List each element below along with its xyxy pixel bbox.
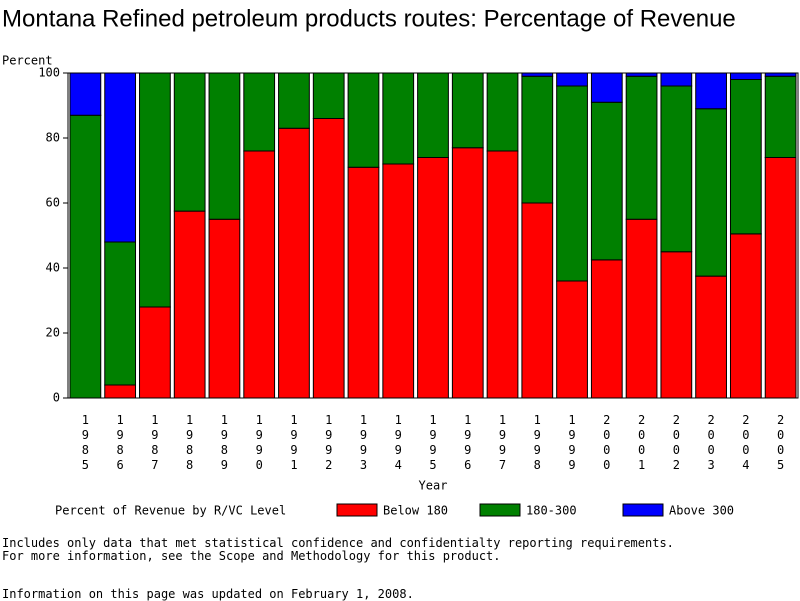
bar-segment [417,157,449,399]
x-tick-label: 1986 [113,413,127,473]
y-axis-label: Percent [2,54,53,68]
legend-label: 180-300 [526,504,577,518]
footnote: Includes only data that met statistical … [2,536,674,550]
x-tick-label: 2000 [600,413,614,473]
legend-swatch [622,503,664,517]
bar-segment [729,79,762,235]
bar-segment [417,72,449,158]
x-tick-label: 2004 [739,413,753,473]
bar-segment [104,72,137,243]
bar-segment [521,202,554,399]
x-tick-label: 1996 [461,413,475,473]
legend-label: Below 180 [383,504,448,518]
x-tick-label: 1987 [148,413,162,473]
bar-segment [208,72,241,220]
y-tick-label: 20 [46,326,60,340]
legend-swatch [336,503,378,517]
bar-segment [660,72,693,87]
chart-title: Montana Refined petroleum products route… [2,5,736,32]
bar-segment [347,166,380,399]
bar-segment [625,75,658,220]
bar-segment [695,275,727,399]
bar-segment [312,118,345,399]
x-tick-label: 2003 [704,413,718,473]
bar-segment [660,251,693,399]
bar-segment [521,75,554,204]
y-tick-label: 0 [53,391,60,405]
footnote: For more information, see the Scope and … [2,549,501,563]
legend-label: Above 300 [669,504,734,518]
x-tick-label: 1991 [287,413,301,473]
bar-segment [695,72,727,110]
bar-segment [69,114,102,399]
bar-segment [278,127,310,399]
x-axis-label: Year [419,479,448,493]
bar-segment [69,72,102,116]
bar-segment [556,280,588,399]
plot-frame [67,72,799,399]
bar-segment [173,72,206,212]
bar-segment [382,163,415,399]
bar-segment [451,147,484,399]
x-tick-label: 1994 [391,413,405,473]
bar-segment [590,101,623,261]
bar-segment [139,306,171,399]
bar-segment [278,72,310,129]
x-tick-label: 1998 [530,413,544,473]
bar-segment [382,72,415,165]
bar-segment [764,75,797,158]
bar-segment [139,72,171,308]
bar-segment [590,72,623,103]
x-tick-label: 1985 [78,413,92,473]
bar-segment [695,108,727,277]
bar-segment [243,72,276,152]
bar-segment [590,259,623,399]
legend-swatch [479,503,521,517]
x-tick-label: 1997 [496,413,510,473]
y-tick-label: 60 [46,196,60,210]
bar-segment [556,85,588,282]
bar-segment [347,72,380,168]
bar-segment [625,218,658,399]
x-tick-label: 1995 [426,413,440,473]
bar-segment [764,157,797,399]
bar-segment [104,384,137,399]
x-tick-label: 1989 [217,413,231,473]
legend-title: Percent of Revenue by R/VC Level [55,504,286,518]
bar-segment [729,72,762,80]
x-tick-label: 1988 [183,413,197,473]
bar-segment [312,72,345,119]
x-tick-label: 1990 [252,413,266,473]
x-tick-label: 1992 [322,413,336,473]
y-tick-label: 100 [38,66,60,80]
x-tick-label: 2001 [635,413,649,473]
bar-segment [243,150,276,399]
bar-segment [173,210,206,399]
bar-segment [208,218,241,399]
x-tick-label: 2005 [774,413,788,473]
bar-segment [556,72,588,87]
bar-segment [104,241,137,386]
bar-segment [486,72,519,152]
y-tick-label: 40 [46,261,60,275]
bar-segment [486,150,519,399]
footnote: Information on this page was updated on … [2,587,414,601]
x-tick-label: 2002 [669,413,683,473]
y-tick-label: 80 [46,131,60,145]
bar-segment [451,72,484,149]
x-tick-label: 1993 [356,413,370,473]
bar-segment [660,85,693,253]
x-tick-label: 1999 [565,413,579,473]
bar-segment [729,233,762,399]
